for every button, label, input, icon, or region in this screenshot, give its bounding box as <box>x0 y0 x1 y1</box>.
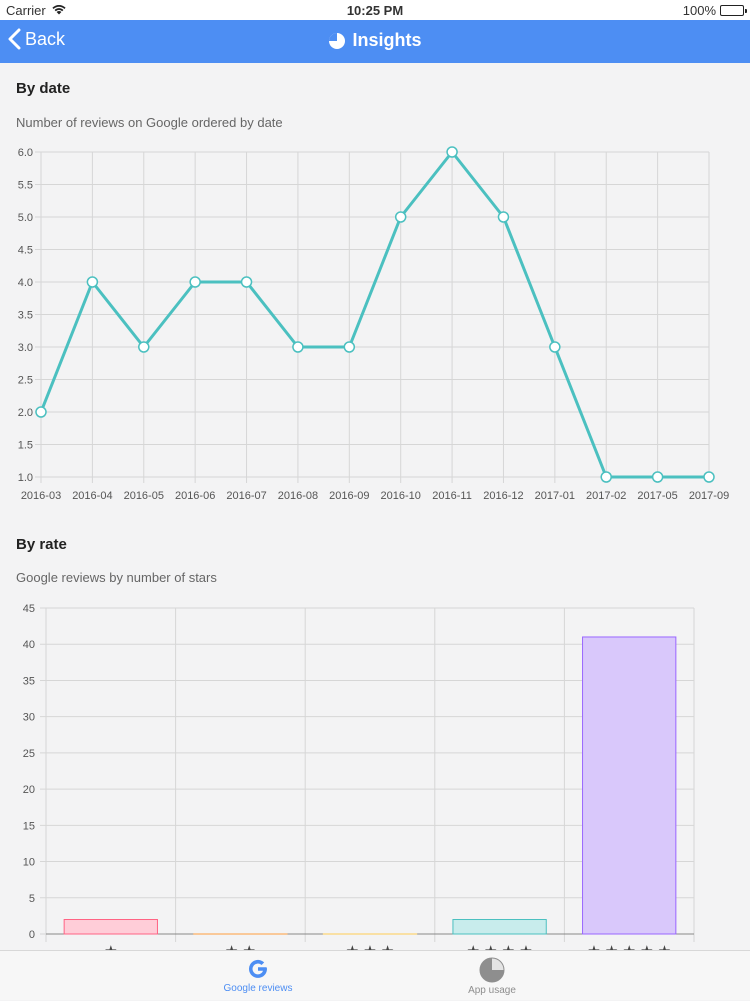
data-point <box>550 342 560 352</box>
y-tick-label: 2.5 <box>18 375 33 387</box>
battery-percentage: 100% <box>683 3 716 18</box>
y-tick-label: 4.0 <box>18 277 33 289</box>
data-point <box>344 342 354 352</box>
status-time: 10:25 PM <box>0 3 750 18</box>
y-tick-label: 5 <box>29 893 35 905</box>
data-point <box>396 212 406 222</box>
x-tick-label: ★ <box>104 943 117 950</box>
y-tick-label: 6.0 <box>18 147 33 159</box>
x-tick-label: 2016-10 <box>381 490 421 502</box>
tab-label: App usage <box>422 985 562 996</box>
data-point <box>653 472 663 482</box>
bar <box>64 920 157 934</box>
x-tick-label: 2016-06 <box>175 490 215 502</box>
x-tick-label: 2017-09 <box>689 490 729 502</box>
y-tick-label: 4.5 <box>18 245 33 257</box>
tab-label: Google reviews <box>188 983 328 994</box>
data-point <box>293 342 303 352</box>
y-tick-label: 1.5 <box>18 440 33 452</box>
data-point <box>139 342 149 352</box>
nav-bar: Back Insights <box>0 20 750 63</box>
x-tick-label: ★ ★ ★ <box>346 943 395 950</box>
y-tick-label: 20 <box>23 784 35 796</box>
by-rate-heading: By rate <box>16 536 67 553</box>
x-tick-label: 2016-11 <box>432 490 472 502</box>
by-date-subtitle: Number of reviews on Google ordered by d… <box>16 115 283 130</box>
y-tick-label: 5.0 <box>18 212 33 224</box>
data-point <box>601 472 611 482</box>
x-tick-label: 2016-12 <box>483 490 523 502</box>
x-tick-label: 2017-01 <box>535 490 575 502</box>
x-tick-label: 2016-08 <box>278 490 318 502</box>
y-tick-label: 1.0 <box>18 472 33 484</box>
google-g-icon <box>246 957 270 981</box>
data-point <box>36 407 46 417</box>
y-tick-label: 0 <box>29 929 35 941</box>
tab-app-usage[interactable]: App usage <box>422 951 562 1001</box>
y-tick-label: 25 <box>23 748 35 760</box>
y-tick-label: 5.5 <box>18 180 33 192</box>
tab-bar: Google reviews App usage <box>0 950 750 1000</box>
status-bar: Carrier 10:25 PM 100% <box>0 0 750 20</box>
reviews-by-date-chart: 1.0 1.5 2.0 2.5 3.0 3.5 4.0 4.5 5.0 5.5 6.0 2016-03… <box>0 140 750 510</box>
data-point <box>190 277 200 287</box>
pie-chart-icon <box>479 957 505 983</box>
x-tick-label: 2017-02 <box>586 490 626 502</box>
x-tick-label: 2016-07 <box>226 490 266 502</box>
x-tick-label: 2016-04 <box>72 490 112 502</box>
data-point <box>704 472 714 482</box>
y-tick-label: 40 <box>23 639 35 651</box>
by-date-heading: By date <box>16 80 70 97</box>
data-point <box>87 277 97 287</box>
y-tick-label: 3.5 <box>18 310 33 322</box>
pie-chart-icon <box>328 32 346 50</box>
y-tick-label: 10 <box>23 857 35 869</box>
y-tick-label: 3.0 <box>18 342 33 354</box>
page-title-text: Insights <box>352 30 421 51</box>
y-tick-label: 35 <box>23 675 35 687</box>
bar <box>453 920 546 934</box>
by-rate-subtitle: Google reviews by number of stars <box>16 570 217 585</box>
reviews-by-rate-chart: 0 5 10 15 20 25 30 35 40 45 ★ ★ ★ ★ ★ ★ ★ ★ ★ ★ ★ ★ ★ … <box>0 596 750 950</box>
x-tick-label: 2016-09 <box>329 490 369 502</box>
y-tick-label: 2.0 <box>18 407 33 419</box>
bar <box>583 637 676 934</box>
data-point <box>447 147 457 157</box>
tab-google-reviews[interactable]: Google reviews <box>188 951 328 1001</box>
y-tick-label: 15 <box>23 820 35 832</box>
x-tick-label: 2016-03 <box>21 490 61 502</box>
page-title: Insights <box>0 30 750 51</box>
y-tick-label: 45 <box>23 603 35 615</box>
x-tick-label: ★ ★ ★ ★ ★ <box>587 943 671 950</box>
data-point <box>242 277 252 287</box>
y-tick-label: 30 <box>23 712 35 724</box>
battery-icon <box>720 5 744 16</box>
x-tick-label: 2016-05 <box>124 490 164 502</box>
x-tick-label: 2017-05 <box>637 490 677 502</box>
x-tick-label: ★ ★ ★ ★ <box>466 943 532 950</box>
x-tick-label: ★ ★ <box>225 943 256 950</box>
data-point <box>498 212 508 222</box>
